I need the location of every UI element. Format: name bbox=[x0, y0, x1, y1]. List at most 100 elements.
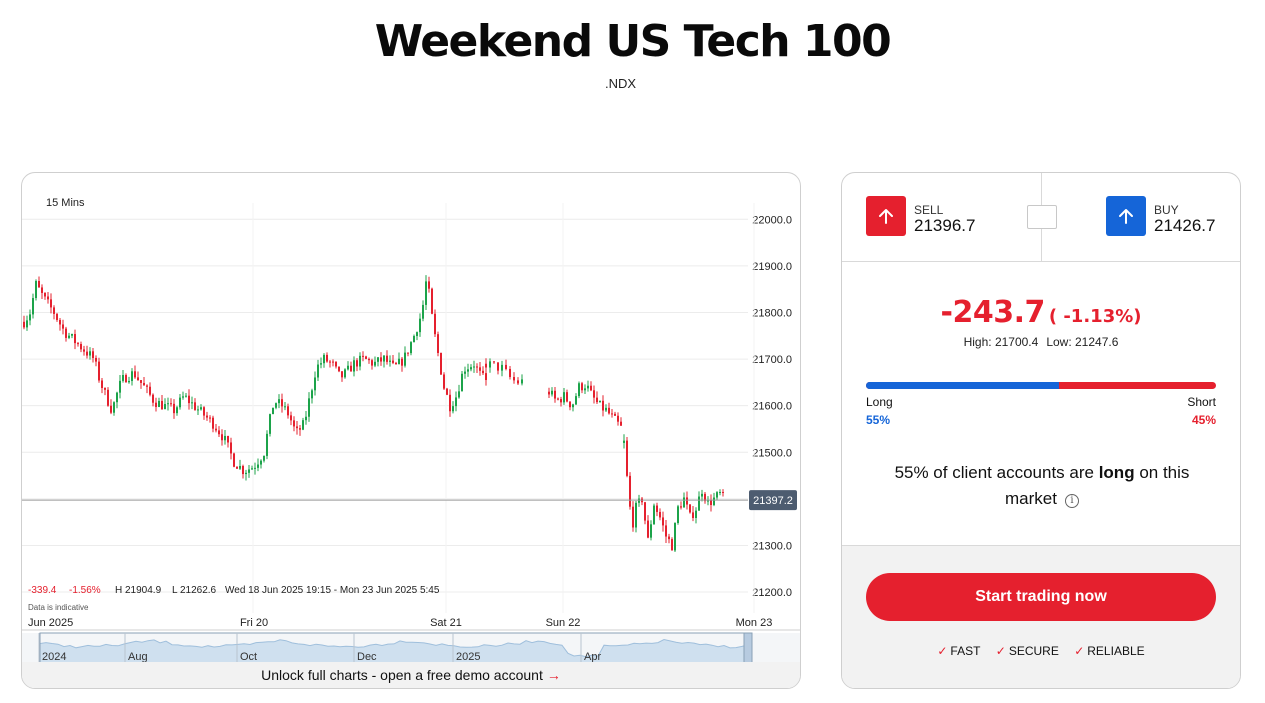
candle-body bbox=[572, 404, 574, 408]
candle-body bbox=[161, 400, 163, 410]
candle-body bbox=[581, 383, 583, 391]
candle-body bbox=[584, 388, 586, 391]
candle-body bbox=[323, 354, 325, 364]
candle-body bbox=[513, 377, 515, 381]
candle-body bbox=[482, 370, 484, 374]
price-row: SELL 21396.7 BUY 21426.7 bbox=[842, 173, 1240, 262]
candle-body bbox=[104, 387, 106, 390]
candle-body bbox=[497, 362, 499, 371]
candle-body bbox=[230, 442, 232, 454]
candle-body bbox=[632, 506, 634, 528]
candle-body bbox=[395, 362, 397, 365]
cta-section: Start trading now ✓ FAST ✓ SECURE ✓ RELIABL… bbox=[842, 545, 1240, 688]
overview-label: Oct bbox=[240, 651, 257, 663]
price-chart[interactable]: 22000.0 21900.0 21800.0 21700.0 21600.0 21500… bbox=[22, 173, 801, 689]
daily-change: -243.7( -1.13%) bbox=[842, 295, 1240, 330]
candle-body bbox=[143, 382, 145, 386]
candle-body bbox=[704, 493, 706, 502]
candle-body bbox=[155, 402, 157, 407]
candle-body bbox=[551, 390, 553, 395]
y-tick-label: 21300.0 bbox=[752, 540, 792, 552]
arrow-up-icon bbox=[879, 209, 893, 224]
candle-body bbox=[50, 299, 52, 308]
client-sentiment-text: 55% of client accounts are long on this … bbox=[872, 460, 1212, 512]
long-label: Long bbox=[866, 395, 893, 409]
unlock-charts-text: Unlock full charts - open a free demo ac… bbox=[261, 667, 543, 683]
candle-body bbox=[233, 453, 235, 467]
candle-body bbox=[647, 520, 649, 538]
candle-body bbox=[425, 281, 427, 305]
info-icon[interactable]: i bbox=[1064, 494, 1079, 508]
candle-body bbox=[221, 434, 223, 441]
candle-body bbox=[317, 364, 319, 378]
candle-body bbox=[353, 360, 355, 372]
candle-body bbox=[347, 365, 349, 370]
candle-body bbox=[392, 360, 394, 363]
candle-body bbox=[173, 403, 175, 414]
buy-button[interactable] bbox=[1106, 196, 1146, 236]
candle-body bbox=[695, 510, 697, 518]
candle-body bbox=[404, 352, 406, 366]
page-title: Weekend US Tech 100 bbox=[374, 16, 892, 67]
candle-body bbox=[41, 287, 43, 293]
candle-body bbox=[656, 505, 658, 512]
sell-button[interactable] bbox=[866, 196, 906, 236]
day-low: Low: 21247.6 bbox=[1046, 335, 1119, 349]
candle-body bbox=[493, 361, 495, 363]
candle-body bbox=[305, 416, 307, 421]
candle-body bbox=[479, 367, 481, 371]
candle-body bbox=[437, 334, 439, 353]
candle-body bbox=[383, 355, 385, 362]
candle-body bbox=[275, 403, 277, 408]
candle-body bbox=[101, 380, 103, 388]
candle-body bbox=[470, 367, 472, 370]
candle-body bbox=[38, 280, 40, 288]
candle-body bbox=[665, 525, 667, 537]
candle-body bbox=[329, 361, 331, 363]
y-tick-label: 21900.0 bbox=[752, 261, 792, 273]
candle-body bbox=[446, 388, 448, 395]
candle-body bbox=[440, 352, 442, 375]
candle-body bbox=[32, 298, 34, 315]
candle-body bbox=[593, 390, 595, 398]
start-trading-button[interactable]: Start trading now bbox=[866, 573, 1216, 621]
sell-label: SELL bbox=[914, 203, 944, 217]
feature-list: ✓ FAST ✓ SECURE ✓ RELIABLE bbox=[842, 644, 1240, 658]
candle-body bbox=[683, 497, 685, 508]
candle-body bbox=[335, 361, 337, 367]
candle-body bbox=[596, 397, 598, 403]
candle-body bbox=[368, 358, 370, 361]
unlock-charts-link[interactable]: Unlock full charts - open a free demo ac… bbox=[22, 662, 800, 688]
sentiment-prefix: 55% of client accounts are bbox=[894, 463, 1094, 482]
candle-body bbox=[227, 435, 229, 443]
candle-body bbox=[608, 407, 610, 414]
candle-body bbox=[206, 415, 208, 418]
y-tick-label: 22000.0 bbox=[752, 214, 792, 226]
candle-body bbox=[455, 397, 457, 407]
candle-body bbox=[209, 417, 211, 419]
buy-price: 21426.7 bbox=[1154, 216, 1216, 235]
candle-body bbox=[668, 536, 670, 540]
candle-body bbox=[362, 355, 364, 357]
x-tick-label: Sun 22 bbox=[546, 617, 581, 629]
chart-card[interactable]: 22000.0 21900.0 21800.0 21700.0 21600.0 21500… bbox=[21, 172, 801, 689]
long-percent: 55% bbox=[866, 413, 891, 427]
candle-body bbox=[548, 391, 550, 395]
current-price-badge bbox=[749, 490, 797, 511]
candle-body bbox=[505, 364, 507, 369]
candle-body bbox=[218, 430, 220, 435]
candle-body bbox=[557, 398, 559, 400]
candle-body bbox=[71, 334, 73, 336]
y-tick-label: 21600.0 bbox=[752, 401, 792, 413]
candle-body bbox=[398, 358, 400, 365]
candle-body bbox=[410, 342, 412, 354]
candle-body bbox=[197, 409, 199, 411]
candle-body bbox=[434, 313, 436, 335]
overview-handle bbox=[743, 632, 753, 664]
candle-body bbox=[29, 314, 31, 321]
candle-body bbox=[517, 380, 519, 384]
check-icon: ✓ bbox=[995, 644, 1006, 658]
candle-body bbox=[662, 517, 664, 526]
candle-body bbox=[569, 401, 571, 408]
candle-body bbox=[701, 493, 703, 497]
